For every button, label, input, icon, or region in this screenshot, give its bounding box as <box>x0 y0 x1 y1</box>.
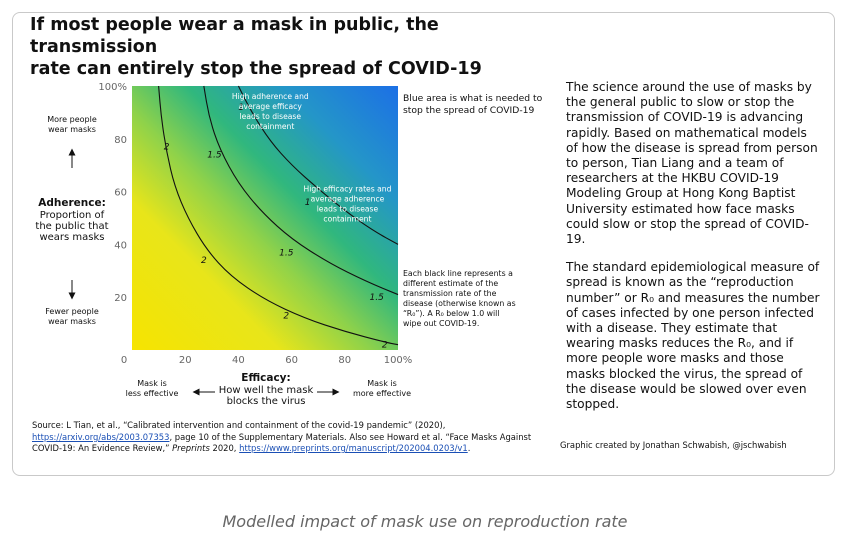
x-tick-label: 80 <box>338 355 351 366</box>
annotation-1-line: average efficacy <box>239 102 303 111</box>
x-left-note: less effective <box>126 389 179 398</box>
source-prefix: Source: L Tian, et al., “Calibrated inte… <box>32 420 446 430</box>
y-axis-subtitle: wears masks <box>39 232 104 243</box>
y-tick-label: 80 <box>114 135 127 146</box>
source-year: 2020, <box>209 443 240 453</box>
y-bottom-note: Fewer people <box>45 307 99 316</box>
y-tick-label: 60 <box>114 188 127 199</box>
contour-label-1-5: 1.5 <box>207 151 222 161</box>
contour-labels: 2 2 2 2 1.5 1.5 1.5 1 1 <box>164 103 388 351</box>
x-right-note: more effective <box>353 389 411 398</box>
contour-lines <box>158 85 399 346</box>
annotation-2-line: leads to disease <box>317 205 379 214</box>
annotation-1-line: leads to disease <box>240 112 302 121</box>
contour-line-2 <box>158 85 399 346</box>
side-note-black-lines: “R₀”). A R₀ below 1.0 will <box>403 309 500 318</box>
body-paragraph-1: The science around the use of masks by t… <box>566 80 818 247</box>
y-top-note: More people <box>47 115 97 124</box>
contour-label-2: 2 <box>164 143 170 153</box>
side-note-blue-area: stop the spread of COVID-19 <box>403 105 534 116</box>
chart-title: If most people wear a mask in public, th… <box>30 15 482 79</box>
x-tick-label: 0 <box>121 355 127 366</box>
source-link-preprints[interactable]: https://www.preprints.org/manuscript/202… <box>239 443 468 453</box>
x-axis-ticks: 0 20 40 60 80 100% <box>121 355 412 366</box>
side-note-black-lines: transmission rate of the <box>403 289 497 298</box>
contour-label-2: 2 <box>382 341 388 351</box>
x-tick-label: 60 <box>285 355 298 366</box>
contour-label-2: 2 <box>201 256 207 266</box>
source-end: . <box>467 443 471 453</box>
annotation-2-line: average adherence <box>311 195 385 204</box>
y-tick-label: 40 <box>114 240 127 251</box>
x-right-note: Mask is <box>367 379 397 388</box>
source-note: Source: L Tian, et al., “Calibrated inte… <box>32 420 532 455</box>
x-tick-label: 40 <box>232 355 245 366</box>
annotation-2-line: High efficacy rates and <box>304 185 392 194</box>
body-text: The science around the use of masks by t… <box>566 80 820 425</box>
x-axis-subtitle: blocks the virus <box>227 396 306 407</box>
source-journal: Preprints <box>169 443 210 453</box>
figure-caption: Modelled impact of mask use on reproduct… <box>222 512 628 531</box>
y-top-note: wear masks <box>48 125 96 134</box>
contour-label-1: 1 <box>238 103 244 113</box>
y-bottom-note: wear masks <box>48 317 96 326</box>
side-note-black-lines: different estimate of the <box>403 279 498 288</box>
side-note-black-lines: Each black line represents a <box>403 269 513 278</box>
x-axis-title: Efficacy: <box>241 372 290 384</box>
x-tick-label: 20 <box>179 355 192 366</box>
contour-label-1: 1 <box>305 198 311 208</box>
annotation-1-line: containment <box>246 122 294 131</box>
graphic-credit: Graphic created by Jonathan Schwabish, @… <box>560 440 787 450</box>
x-left-note: Mask is <box>137 379 167 388</box>
contour-label-1-5: 1.5 <box>279 248 294 258</box>
side-note-black-lines: wipe out COVID-19. <box>403 319 479 328</box>
y-tick-label: 100% <box>98 82 127 93</box>
y-tick-label: 20 <box>114 293 127 304</box>
x-axis-subtitle: How well the mask <box>219 385 314 396</box>
x-tick-label: 100% <box>384 355 413 366</box>
source-link-arxiv[interactable]: https://arxiv.org/abs/2003.07353 <box>32 431 170 442</box>
side-note-black-lines: disease (otherwise known as <box>403 299 516 308</box>
y-axis-subtitle: the public that <box>35 221 108 232</box>
y-axis-ticks: 20 40 60 80 100% <box>98 82 127 304</box>
contour-line-1 <box>237 85 399 245</box>
source-mid: , page 10 of the Supplementary Materials… <box>32 431 532 454</box>
contour-line-1-5 <box>203 85 399 296</box>
body-paragraph-2: The standard epidemiological measure of … <box>566 260 820 412</box>
y-axis-title: Adherence: <box>38 197 106 209</box>
y-axis-subtitle: Proportion of <box>40 210 105 221</box>
contour-label-1-5: 1.5 <box>370 293 385 303</box>
annotation-2-line: containment <box>323 215 371 224</box>
annotation-1-line: High adherence and <box>232 92 309 101</box>
side-note-blue-area: Blue area is what is needed to <box>403 93 543 104</box>
contour-label-2: 2 <box>283 312 289 322</box>
heatmap-area <box>132 86 398 350</box>
